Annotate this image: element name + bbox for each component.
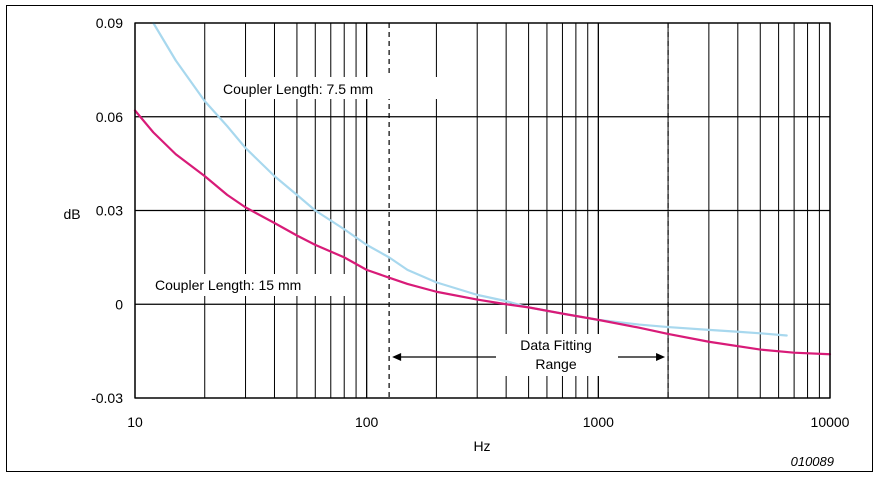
- fit-range-label-line2: Range: [535, 356, 576, 372]
- fit-range-arrows: [392, 353, 666, 361]
- series-line-2: [133, 109, 832, 356]
- y-tick-label: 0.06: [96, 109, 123, 125]
- figure-frame: [6, 5, 873, 472]
- x-axis-label: Hz: [473, 438, 490, 454]
- fit-range-label-background: [500, 334, 614, 376]
- x-tick-labels: 10 100 1000 10000: [127, 414, 849, 430]
- y-tick-label: 0.03: [96, 203, 123, 219]
- curve-label-15mm: Coupler Length: 15 mm: [155, 277, 301, 293]
- figure-id: 010089: [791, 454, 834, 469]
- plot-border: [134, 22, 831, 399]
- fit-arrow-right-head: [656, 353, 666, 361]
- label-a-background: [220, 77, 442, 99]
- x-tick-label: 1000: [583, 414, 614, 430]
- y-tick-label: -0.03: [91, 390, 123, 406]
- y-axis-label: dB: [63, 206, 80, 222]
- curve-label-7-5mm: Coupler Length: 7.5 mm: [223, 81, 373, 97]
- y-tick-label: 0.09: [96, 15, 123, 31]
- x-tick-label: 10000: [811, 414, 850, 430]
- x-tick-label: 100: [355, 414, 379, 430]
- y-tick-label: 0: [115, 296, 123, 312]
- label-b-background: [152, 274, 350, 296]
- y-tick-labels: -0.03 0 0.03 0.06 0.09: [91, 15, 123, 406]
- series-layer: [133, 21, 832, 356]
- series-line-1: [152, 21, 788, 337]
- x-tick-label: 10: [127, 414, 143, 430]
- fit-range-label-line1: Data Fitting: [520, 337, 592, 353]
- fit-arrow-left-head: [392, 353, 402, 361]
